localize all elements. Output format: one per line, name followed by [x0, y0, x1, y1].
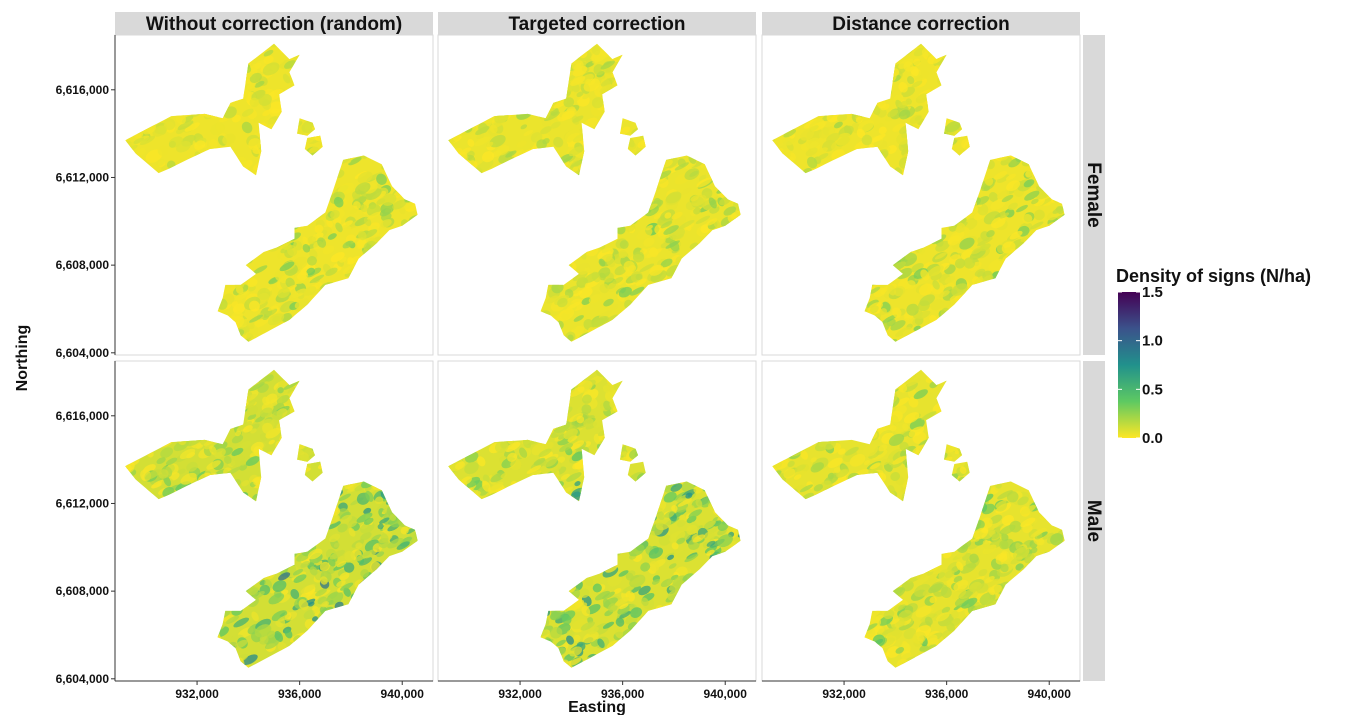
- color-legend: Density of signs (N/ha) 0.0 0.5 1.0 1.5: [1116, 266, 1311, 447]
- panel-without-correction-random-male: [114, 360, 434, 682]
- legend-ticks: 0.0 0.5 1.0 1.5: [1118, 284, 1163, 447]
- strip-background: [115, 12, 433, 35]
- legend-tick-label: 1.0: [1142, 333, 1163, 350]
- panel-distance-correction-female: [761, 34, 1081, 356]
- column-strip-without-correction-random: Without correction (random): [115, 12, 433, 35]
- x-tick-label: 936,000: [925, 687, 969, 701]
- y-tick-label: 6,616,000: [56, 409, 110, 423]
- row-strip-female: Female: [1083, 35, 1105, 355]
- column-strip-label: Without correction (random): [146, 14, 402, 35]
- legend-colorbar: [1118, 292, 1140, 438]
- y-tick-label: 6,604,000: [56, 346, 110, 360]
- strip-background: [1083, 361, 1105, 681]
- row-strip-label: Male: [1083, 500, 1104, 542]
- column-strip-targeted-correction: Targeted correction: [438, 12, 756, 35]
- y-tick-label: 6,608,000: [56, 258, 110, 272]
- strip-background: [1083, 35, 1105, 355]
- row-strip-label: Female: [1083, 162, 1104, 227]
- panel-without-correction-random-female: [114, 34, 434, 356]
- strip-background: [762, 12, 1080, 35]
- x-tick-label: 932,000: [498, 687, 542, 701]
- x-tick-label: 940,000: [381, 687, 425, 701]
- x-tick-label: 932,000: [822, 687, 866, 701]
- column-strip-distance-correction: Distance correction: [762, 12, 1080, 35]
- x-tick-label: 936,000: [278, 687, 322, 701]
- x-tick-label: 932,000: [175, 687, 219, 701]
- x-tick-label: 940,000: [704, 687, 748, 701]
- y-tick-label: 6,616,000: [56, 83, 110, 97]
- legend-tick-label: 0.5: [1142, 381, 1163, 398]
- legend-tick-label: 0.0: [1142, 430, 1163, 447]
- y-tick-label: 6,612,000: [56, 170, 110, 184]
- x-tick-label: 936,000: [601, 687, 645, 701]
- panel-distance-correction-male: [761, 360, 1081, 682]
- column-strip-label: Distance correction: [832, 14, 1009, 35]
- strips-layer: Without correction (random) Targeted corr…: [115, 12, 1105, 681]
- strip-background: [438, 12, 756, 35]
- column-strip-label: Targeted correction: [508, 14, 685, 35]
- x-axis-title: Easting: [568, 699, 626, 715]
- panel-targeted-correction-male: [437, 360, 757, 682]
- legend-title: Density of signs (N/ha): [1116, 266, 1311, 286]
- row-strip-male: Male: [1083, 361, 1105, 681]
- y-tick-label: 6,604,000: [56, 672, 110, 686]
- panel-targeted-correction-female: [437, 34, 757, 356]
- y-axis-title: Northing: [14, 325, 31, 392]
- legend-tick-label: 1.5: [1142, 284, 1163, 301]
- panels-layer: [114, 34, 1081, 682]
- y-tick-label: 6,608,000: [56, 584, 110, 598]
- axes-layer: 6,604,000 6,608,000 6,612,000 6,616,000 6,60…: [56, 35, 1080, 701]
- y-tick-label: 6,612,000: [56, 496, 110, 510]
- x-tick-label: 940,000: [1028, 687, 1072, 701]
